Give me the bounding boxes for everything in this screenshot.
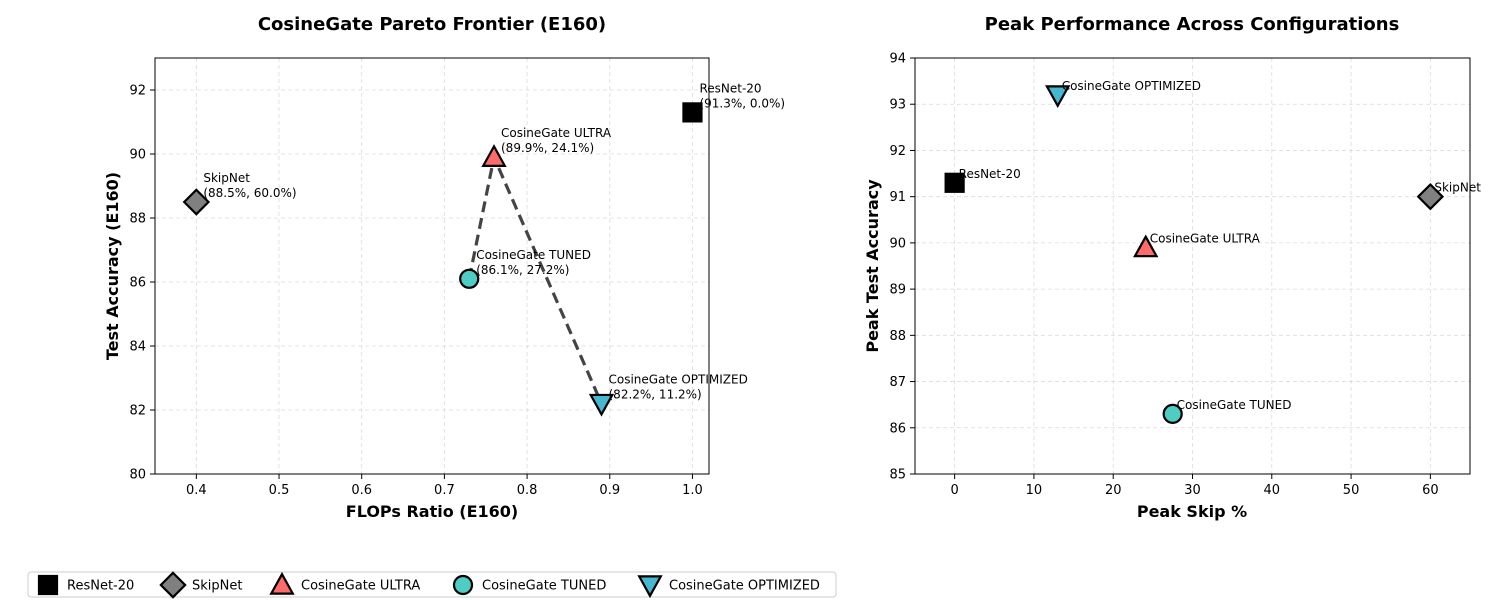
pareto-y-ticks: 80 82 84 86 88 90 92 (129, 84, 155, 483)
pareto-points (182, 102, 703, 417)
pareto-annotation-name: CosineGate ULTRA (501, 126, 612, 140)
peak-point-resnet-20 (944, 172, 965, 193)
peak-x-axis-label: Peak Skip % (1137, 502, 1247, 521)
pareto-x-tick-label: 0.7 (434, 483, 455, 498)
peak-x-tick-label: 0 (951, 483, 959, 498)
pareto-point-skipnet (182, 188, 211, 216)
pareto-point-cosinegate-optimized (588, 393, 615, 417)
pareto-annotation-name: CosineGate TUNED (476, 248, 591, 262)
peak-y-tick-label: 87 (889, 375, 906, 390)
legend: ResNet-20 SkipNet CosineGate ULTRA CosineGa… (27, 571, 837, 599)
pareto-point-cosinegate-tuned (459, 268, 480, 289)
pareto-plot-frame (154, 57, 710, 475)
peak-x-tick-label: 60 (1422, 483, 1439, 498)
legend-label: CosineGate ULTRA (301, 579, 420, 594)
pareto-annotation-values: (86.1%, 27.2%) (476, 263, 569, 277)
peak-y-tick-label: 91 (889, 190, 906, 205)
peak-grid (915, 57, 1470, 475)
pareto-y-tick-label: 84 (129, 340, 146, 355)
pareto-frontier-line (467, 151, 603, 405)
peak-annotation-name: CosineGate TUNED (1177, 398, 1292, 412)
legend-label: CosineGate TUNED (482, 579, 606, 594)
pareto-y-tick-label: 90 (129, 148, 146, 163)
legend-marker-resnet-20 (37, 574, 59, 596)
legend-label: SkipNet (192, 579, 242, 594)
pareto-x-tick-label: 0.9 (599, 483, 620, 498)
pareto-annotation-values: (89.9%, 24.1%) (501, 141, 594, 155)
legend-label: ResNet-20 (67, 579, 134, 594)
legend-item-resnet-20: ResNet-20 (37, 574, 134, 596)
peak-annotation-name: CosineGate ULTRA (1150, 232, 1261, 246)
pareto-x-tick-label: 0.8 (517, 483, 538, 498)
peak-y-tick-label: 92 (889, 144, 906, 159)
peak-x-tick-label: 30 (1184, 483, 1201, 498)
pareto-y-tick-label: 88 (129, 212, 146, 227)
pareto-y-axis-label: Test Accuracy (E160) (103, 172, 122, 360)
pareto-annotation-name: SkipNet (203, 171, 250, 185)
peak-y-tick-label: 93 (889, 98, 906, 113)
pareto-annotation-name: CosineGate OPTIMIZED (609, 373, 748, 387)
legend-marker-cosinegate-ultra (269, 571, 295, 595)
peak-x-tick-label: 50 (1343, 483, 1360, 498)
legend-item-cosinegate-ultra: CosineGate ULTRA (269, 571, 420, 595)
peak-x-tick-label: 10 (1026, 483, 1043, 498)
peak-point-cosinegate-ultra (1133, 234, 1159, 258)
peak-points (944, 85, 1445, 425)
peak-y-tick-label: 85 (889, 468, 906, 483)
pareto-annotation-values: (82.2%, 11.2%) (609, 388, 702, 402)
peak-y-tick-label: 94 (889, 52, 906, 67)
legend-marker-cosinegate-tuned (452, 574, 474, 596)
pareto-chart: CosineGate Pareto Frontier (E160) ResNet… (103, 14, 785, 521)
peak-y-tick-label: 90 (889, 236, 906, 251)
pareto-y-tick-label: 92 (129, 84, 146, 99)
peak-x-tick-label: 20 (1105, 483, 1122, 498)
legend-item-cosinegate-optimized: CosineGate OPTIMIZED (637, 575, 820, 599)
pareto-x-tick-label: 0.4 (186, 483, 207, 498)
peak-chart-title: Peak Performance Across Configurations (985, 14, 1400, 35)
pareto-annotation-values: (91.3%, 0.0%) (699, 96, 785, 110)
peak-annotations: ResNet-20 SkipNet CosineGate ULTRA CosineGa… (959, 79, 1482, 412)
peak-point-cosinegate-optimized (1045, 85, 1071, 109)
pareto-chart-title: CosineGate Pareto Frontier (E160) (258, 14, 606, 35)
peak-annotation-name: ResNet-20 (959, 167, 1021, 181)
peak-y-tick-label: 89 (889, 283, 906, 298)
legend-item-cosinegate-tuned: CosineGate TUNED (452, 574, 606, 596)
peak-y-ticks: 85 86 87 88 89 90 91 92 93 94 (889, 52, 915, 483)
legend-label: CosineGate OPTIMIZED (669, 579, 820, 594)
peak-annotation-name: SkipNet (1434, 181, 1481, 195)
pareto-frontier-path (467, 151, 603, 405)
pareto-x-tick-label: 1.0 (682, 483, 703, 498)
pareto-x-ticks: 0.4 0.5 0.6 0.7 0.8 0.9 1.0 (186, 474, 703, 498)
peak-x-ticks: 0 10 20 30 40 50 60 (951, 474, 1439, 498)
pareto-y-tick-label: 80 (129, 468, 146, 483)
peak-y-tick-label: 88 (889, 329, 906, 344)
peak-y-axis-label: Peak Test Accuracy (863, 179, 882, 353)
legend-marker-cosinegate-optimized (637, 575, 663, 599)
pareto-annotations: ResNet-20(91.3%, 0.0%) SkipNet(88.5%, 60.… (203, 81, 785, 401)
pareto-x-tick-label: 0.5 (269, 483, 290, 498)
pareto-y-tick-label: 82 (129, 404, 146, 419)
pareto-grid (155, 58, 709, 475)
peak-point-skipnet (1416, 182, 1445, 211)
legend-item-skipnet: SkipNet (159, 571, 242, 599)
pareto-annotation-name: ResNet-20 (699, 81, 761, 95)
legend-box (27, 571, 837, 598)
pareto-y-tick-label: 86 (129, 276, 146, 291)
peak-y-tick-label: 86 (889, 421, 906, 436)
pareto-x-axis-label: FLOPs Ratio (E160) (346, 502, 518, 521)
pareto-x-tick-label: 0.6 (351, 483, 372, 498)
pareto-point-cosinegate-ultra (481, 144, 507, 167)
peak-performance-chart: Peak Performance Across Configurations R… (863, 14, 1481, 521)
legend-marker-skipnet (159, 571, 187, 599)
peak-annotation-name: CosineGate OPTIMIZED (1062, 79, 1201, 93)
peak-x-tick-label: 40 (1264, 483, 1281, 498)
pareto-point-resnet-20 (682, 102, 703, 123)
peak-point-cosinegate-tuned (1162, 403, 1183, 425)
pareto-annotation-values: (88.5%, 60.0%) (203, 186, 296, 200)
